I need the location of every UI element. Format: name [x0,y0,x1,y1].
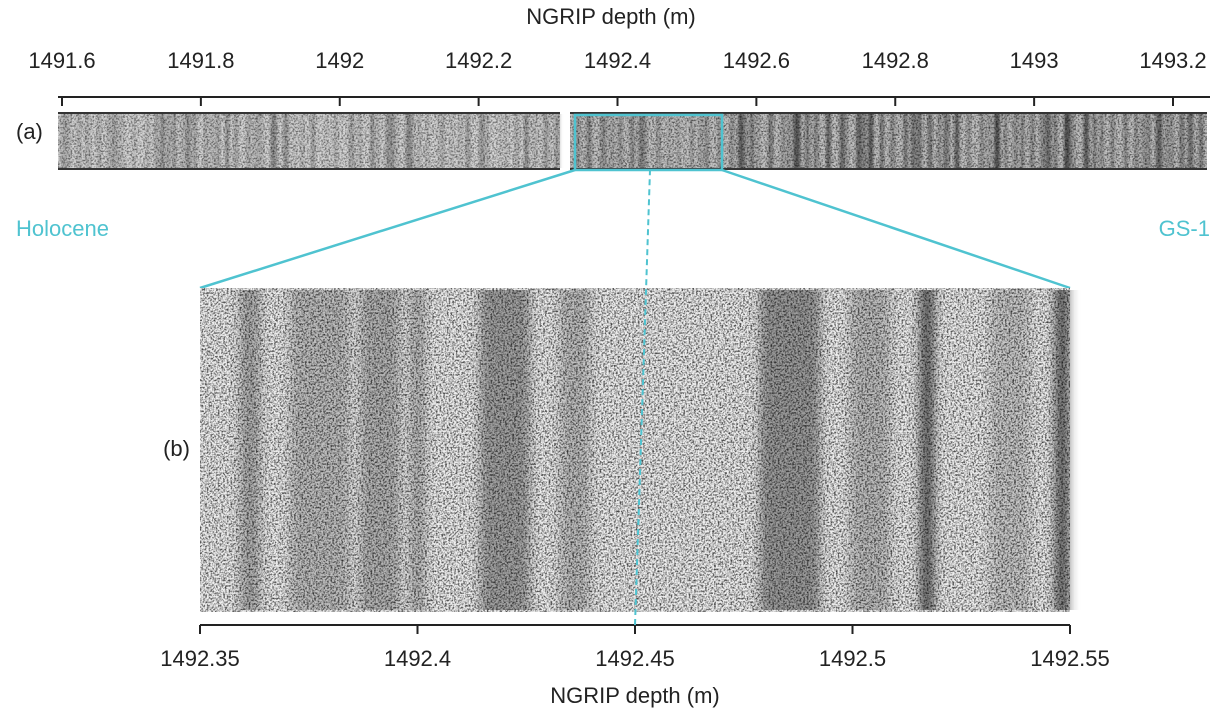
tick-label: 1491.6 [28,48,95,73]
panel-label-a: (a) [16,119,43,144]
tick-label: 1492.5 [819,646,886,671]
panel-label-b: (b) [163,436,190,461]
core-image-b [200,288,1070,612]
tick-label: 1491.8 [167,48,234,73]
zoom-box [573,113,724,172]
core-strip-a [58,112,1207,170]
tick-label: 1492.35 [160,646,240,671]
tick-label: 1492.4 [384,646,451,671]
tick-label: 1493.2 [1139,48,1206,73]
tick-label: 1492.45 [595,646,675,671]
guide-line [634,169,651,626]
tick-label: 1493 [1010,48,1059,73]
tick-label: 1492.2 [445,48,512,73]
bottom-axis-title: NGRIP depth (m) [550,683,720,708]
tick-label: 1492.4 [584,48,651,73]
tick-label: 1492 [315,48,364,73]
top-axis-title: NGRIP depth (m) [526,4,696,29]
annotation-holocene: Holocene [16,216,109,241]
zoom-line [721,168,1071,290]
tick-label: 1492.6 [723,48,790,73]
tick-label: 1492.55 [1030,646,1110,671]
zoom-line [199,168,576,290]
tick-label: 1492.8 [862,48,929,73]
annotation-gs1: GS-1 [1159,216,1210,241]
